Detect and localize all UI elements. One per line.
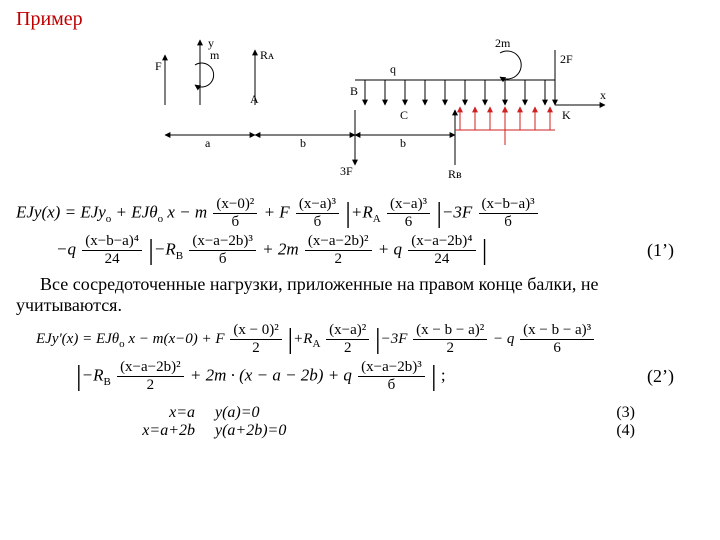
label-a: a (205, 136, 211, 150)
bc1-left: x=a (55, 404, 215, 422)
eqnum-2: (2’) (647, 366, 704, 387)
label-A: A (250, 92, 259, 106)
beam-diagram: y x F m Rᴀ A a b b B 3F Rʙ q C (16, 35, 704, 190)
label-C: C (400, 108, 408, 122)
x-axis-label: x (600, 88, 606, 102)
eqnum-3: (3) (375, 404, 665, 422)
boundary-conditions: x=a y(a)=0 (3) x=a+2b y(a+2b)=0 (4) (16, 404, 704, 440)
equation-2-line1: EJy'(x) = EJθo x − m(x−0) + F (x − 0)²2 … (16, 322, 704, 357)
label-B: B (350, 84, 358, 98)
example-title: Пример (16, 8, 704, 31)
bc2-left: x=a+2b (55, 422, 215, 440)
equation-1-line1: EJy(x) = EJyo + EJθo x − m (x−0)²б + F (… (16, 196, 704, 231)
equation-1-line2: −q (x−b−a)⁴24 |−RB (x−a−2b)³б + 2m (x−a−… (16, 233, 704, 268)
eqnum-1: (1’) (647, 240, 704, 261)
label-K: K (562, 108, 571, 122)
label-m: m (210, 48, 220, 62)
bc1-mid: y(a)=0 (215, 404, 375, 422)
bc2-mid: y(a+2b)=0 (215, 422, 375, 440)
equation-2-line2: |−RB (x−a−2b)²2 + 2m · (x − a − 2b) + q … (16, 359, 704, 394)
eqnum-4: (4) (375, 422, 665, 440)
paragraph: Все сосредоточенные нагрузки, приложенны… (16, 274, 704, 316)
label-RB: Rʙ (448, 167, 462, 181)
label-b1: b (300, 136, 306, 150)
beam-svg: y x F m Rᴀ A a b b B 3F Rʙ q C (100, 35, 620, 185)
label-F: F (155, 59, 162, 73)
label-2F: 2F (560, 52, 573, 66)
label-b2: b (400, 136, 406, 150)
label-2m: 2m (495, 36, 511, 50)
label-3F: 3F (340, 164, 353, 178)
label-q: q (390, 62, 396, 76)
label-RA: Rᴀ (260, 48, 275, 62)
